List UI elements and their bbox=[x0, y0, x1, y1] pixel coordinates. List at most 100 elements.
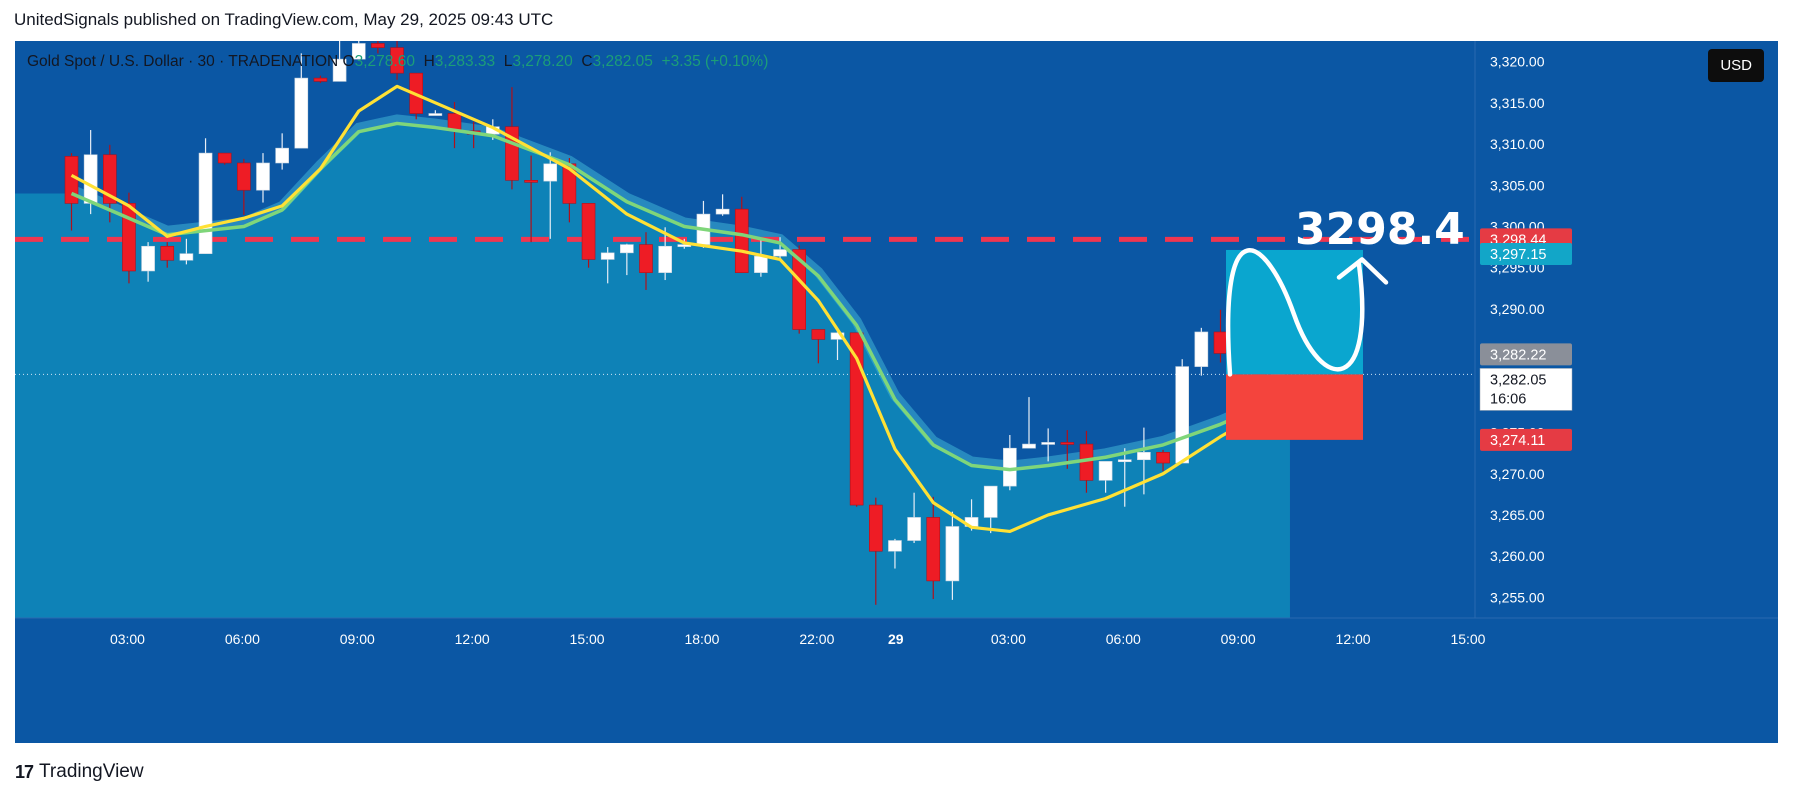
price-tick-label: 3,265.00 bbox=[1490, 507, 1545, 523]
candle-body bbox=[1175, 366, 1189, 464]
candle-body bbox=[1098, 461, 1113, 481]
candle bbox=[658, 227, 672, 281]
chart-frame[interactable]: 3298.4 3,255.00 3,260.00 3,265.00 3,270.00 3,… bbox=[15, 41, 1778, 743]
candle bbox=[696, 200, 711, 248]
ema-area-fill bbox=[15, 123, 1290, 618]
candle-body bbox=[1003, 447, 1017, 487]
high-value: 3,283.33 bbox=[434, 53, 496, 70]
candle bbox=[198, 138, 213, 254]
time-tick-label: 03:00 bbox=[110, 631, 145, 647]
candle bbox=[1213, 309, 1228, 363]
time-tick-label: 15:00 bbox=[1450, 631, 1485, 647]
candle bbox=[256, 153, 270, 203]
candle-body bbox=[849, 332, 864, 506]
zone-top-price-tag-bg bbox=[1480, 242, 1572, 265]
candle-body bbox=[658, 245, 672, 273]
candle-body bbox=[83, 154, 98, 204]
candle-body bbox=[581, 203, 596, 260]
footer: 17 TradingView bbox=[15, 761, 144, 783]
candle-body bbox=[428, 113, 443, 116]
candlestick-chart[interactable]: 3298.4 3,255.00 3,260.00 3,265.00 3,270.00 3,… bbox=[15, 41, 1778, 743]
high-label: H bbox=[423, 53, 435, 70]
candle bbox=[371, 41, 385, 54]
candle bbox=[1156, 449, 1170, 472]
price-tick-label: 3,260.00 bbox=[1490, 548, 1545, 564]
time-tick-label: 12:00 bbox=[455, 631, 490, 647]
candle-body bbox=[390, 47, 404, 74]
arrow-head bbox=[1336, 257, 1389, 285]
prev-close-price-tag-bg bbox=[1480, 343, 1572, 366]
candle bbox=[1022, 397, 1036, 449]
candle-body bbox=[734, 208, 749, 273]
candle-body bbox=[1137, 452, 1151, 461]
candle-body bbox=[773, 249, 787, 257]
candle bbox=[1098, 461, 1113, 493]
candle-body bbox=[179, 253, 194, 261]
candle-body bbox=[945, 526, 960, 582]
price-tick-label: 3,315.00 bbox=[1490, 95, 1545, 111]
stop-zone-box bbox=[1226, 374, 1363, 440]
candle bbox=[811, 329, 826, 364]
candle-body bbox=[217, 152, 232, 164]
candle-body bbox=[715, 208, 730, 215]
candle bbox=[237, 158, 251, 215]
time-tick-label: 09:00 bbox=[1221, 631, 1256, 647]
candle bbox=[926, 496, 941, 600]
candle bbox=[217, 152, 232, 165]
ema-slow-line bbox=[70, 121, 1279, 472]
candle bbox=[639, 232, 653, 290]
ema-glow-band bbox=[69, 114, 1280, 471]
low-label: L bbox=[503, 53, 513, 70]
candle bbox=[1175, 359, 1189, 464]
time-tick-label: 22:00 bbox=[799, 631, 834, 647]
candle bbox=[294, 53, 309, 149]
candle-body bbox=[830, 332, 845, 340]
publisher-line: UnitedSignals published on TradingView.c… bbox=[14, 10, 554, 29]
candle bbox=[830, 329, 845, 360]
candle-body bbox=[1041, 442, 1055, 445]
candle-body bbox=[1060, 442, 1075, 445]
candle-body bbox=[524, 180, 538, 183]
price-tick-label: 3,290.00 bbox=[1490, 301, 1545, 317]
candle-body bbox=[332, 58, 347, 82]
candle bbox=[1003, 435, 1017, 491]
candle-body bbox=[811, 329, 826, 340]
candle bbox=[600, 247, 615, 284]
candle-body bbox=[256, 162, 270, 191]
brand-name: TradingView bbox=[39, 761, 144, 782]
change-value: +3.35 (+0.10%) bbox=[661, 53, 769, 70]
candle-body bbox=[160, 245, 175, 261]
candle-body bbox=[754, 255, 768, 273]
low-value: 3,278.20 bbox=[512, 53, 573, 70]
open-label: O bbox=[342, 53, 355, 70]
candle bbox=[1117, 448, 1132, 507]
candle-body bbox=[122, 203, 136, 272]
forecast-wave-arrow bbox=[1225, 248, 1365, 377]
candle-body bbox=[275, 147, 289, 164]
candle-body bbox=[1117, 459, 1132, 463]
candle bbox=[313, 75, 328, 84]
price-tick-label: 3,270.00 bbox=[1490, 466, 1545, 482]
candle bbox=[275, 133, 289, 170]
stop-price-tag: 3,274.11 bbox=[1490, 433, 1545, 449]
symbol-label: Gold Spot / U.S. Dollar · 30 · TRADENATI… bbox=[27, 53, 339, 70]
candle-body bbox=[792, 249, 807, 330]
candle bbox=[428, 110, 443, 116]
candle bbox=[888, 538, 902, 569]
target-annotation: 3298.4 bbox=[1295, 204, 1465, 255]
close-label: C bbox=[581, 53, 593, 70]
time-tick-label: 06:00 bbox=[1106, 631, 1141, 647]
price-tick-label: 3,320.00 bbox=[1490, 54, 1545, 70]
candle bbox=[390, 41, 404, 80]
candle-body bbox=[371, 43, 385, 48]
ohlc-legend: Gold Spot / U.S. Dollar · 30 · TRADENATI… bbox=[27, 53, 768, 71]
candle-body bbox=[141, 245, 155, 272]
candle-body bbox=[888, 540, 902, 552]
candle bbox=[754, 240, 768, 277]
candle-body bbox=[983, 485, 998, 518]
currency-button[interactable]: USD bbox=[1708, 49, 1764, 82]
time-tick-label: 18:00 bbox=[684, 631, 719, 647]
candle bbox=[543, 152, 558, 239]
candle bbox=[773, 237, 787, 261]
candle-body bbox=[313, 77, 328, 82]
